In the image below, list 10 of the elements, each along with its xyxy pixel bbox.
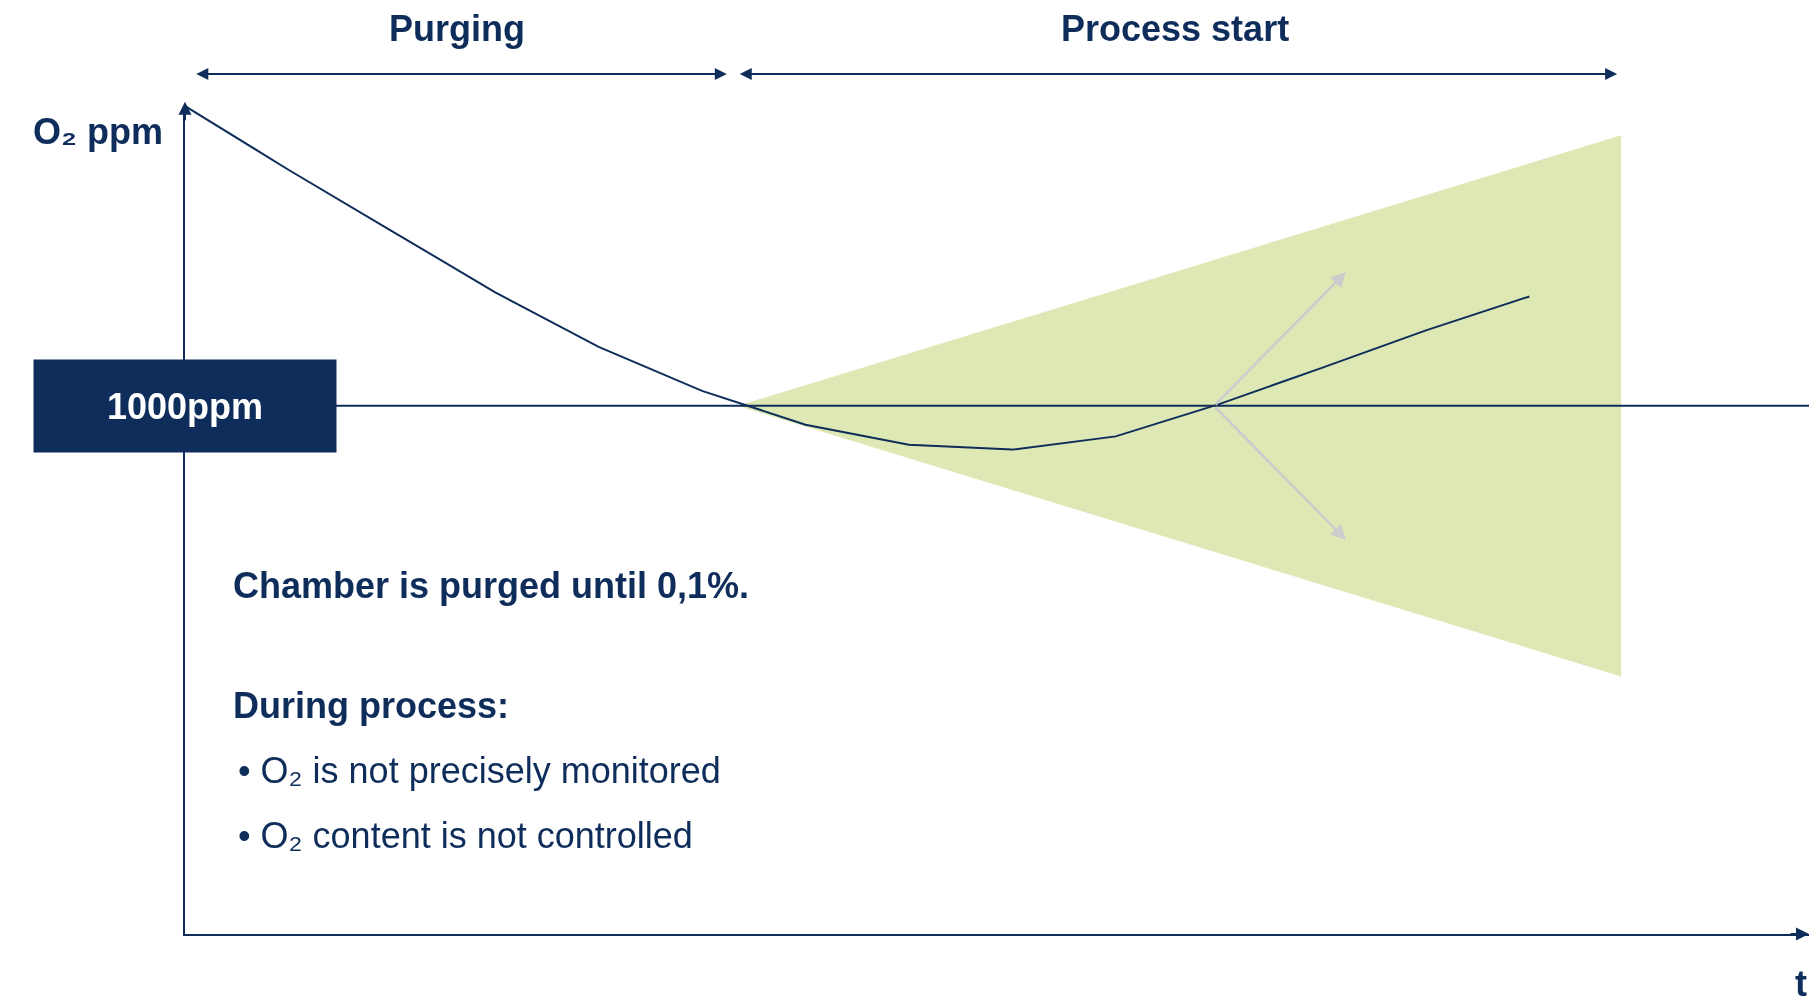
text: Process start (1061, 8, 1290, 49)
y-axis-title: O₂ ppm (33, 111, 163, 152)
annotation: • O₂ content is not controlled (238, 815, 693, 856)
text: t (1795, 963, 1807, 997)
text: Purging (389, 8, 525, 49)
label-box: 1000ppm (33, 359, 337, 453)
annotation: Chamber is purged until 0,1%. (233, 565, 750, 606)
ref-line-label: 1000ppm (106, 385, 264, 427)
annotation: • O₂ is not precisely monitored (238, 750, 721, 791)
annotation: During process: (233, 685, 510, 726)
